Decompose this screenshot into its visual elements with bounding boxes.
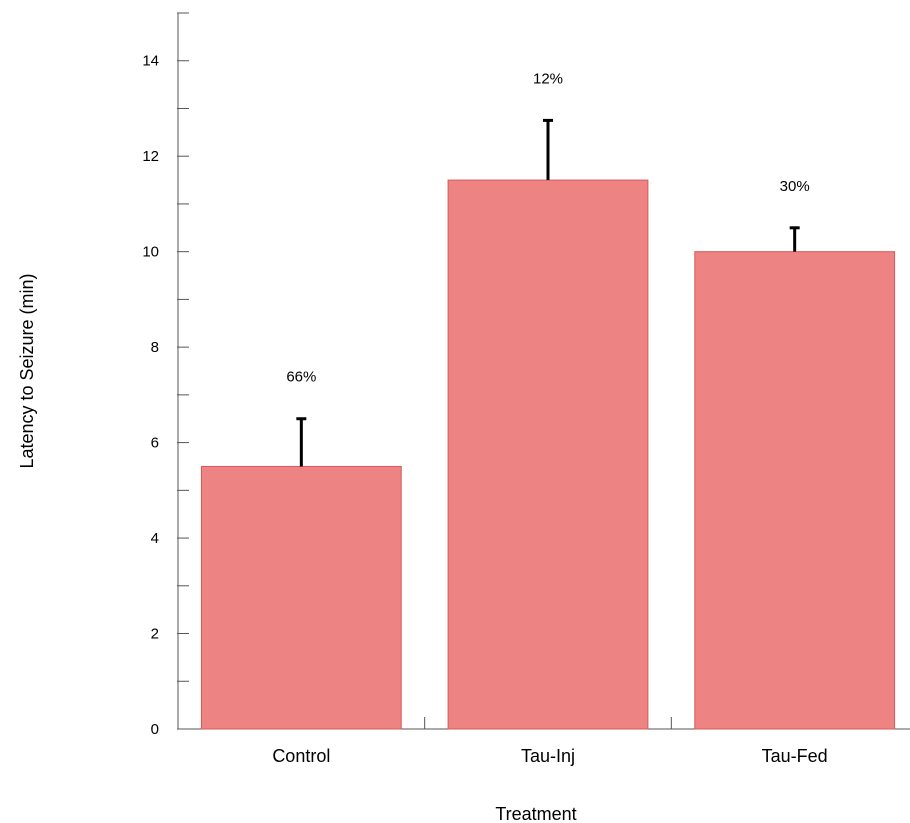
- bar: [694, 251, 896, 730]
- bar-percent-label: 12%: [533, 70, 563, 87]
- x-axis-title: Treatment: [495, 804, 576, 823]
- y-tick-label: 8: [151, 339, 159, 356]
- bar-percent-label: 66%: [286, 369, 316, 386]
- x-tick-label: Tau-Inj: [521, 746, 575, 766]
- bar: [200, 465, 402, 730]
- bar: [447, 179, 649, 730]
- y-tick-label: 2: [151, 626, 159, 643]
- y-tick-label: 4: [151, 530, 159, 547]
- labels-group: 66% Control 12% Tau-Inj 30% Tau-Fed: [272, 70, 827, 766]
- x-tick-label: Control: [272, 746, 330, 766]
- y-tick-label: 12: [142, 148, 159, 165]
- y-tick-label: 14: [142, 53, 159, 70]
- y-tick-label: 10: [142, 244, 159, 261]
- error-bars-group: [296, 118, 800, 467]
- bars-group: [200, 179, 896, 730]
- y-tick-label: 0: [151, 721, 159, 738]
- y-axis-title: Latency to Seizure (min): [17, 273, 37, 468]
- y-tick-label: 6: [151, 435, 159, 452]
- bar-percent-label: 30%: [780, 178, 810, 195]
- x-tick-label: Tau-Fed: [762, 746, 828, 766]
